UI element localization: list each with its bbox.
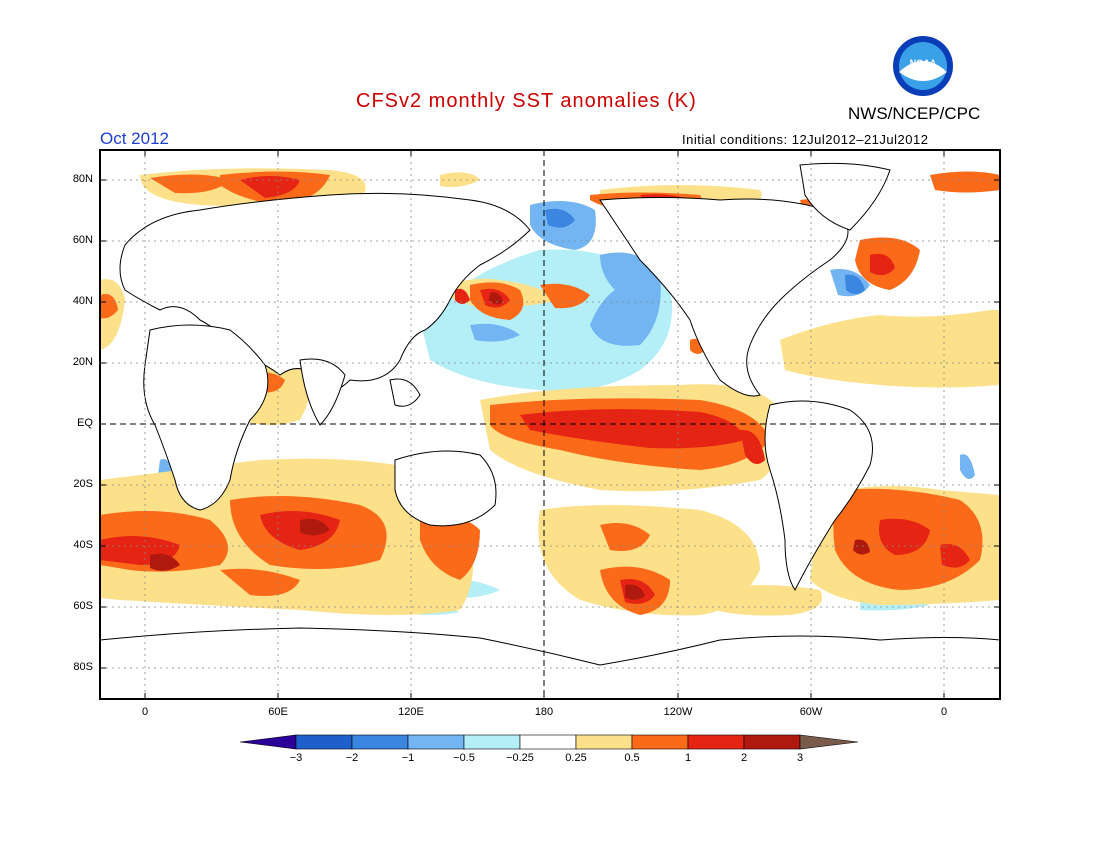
lat-label-60s: 60S	[73, 600, 93, 612]
colorbar-label-6: 0.5	[624, 752, 640, 764]
lat-label-80n: 80N	[72, 173, 93, 185]
continents	[100, 162, 1000, 699]
colorbar-swatch	[687, 734, 745, 750]
colorbar-label-3: −0.5	[453, 752, 475, 764]
colorbar-swatch	[407, 734, 465, 750]
lon-label-0-west: 0	[141, 706, 149, 718]
lon-label-0-east: 0	[940, 706, 948, 718]
colorbar-swatch	[295, 734, 353, 750]
colorbar-swatch	[631, 734, 689, 750]
lat-label-20n: 20N	[72, 356, 93, 368]
svg-text:NOAA: NOAA	[910, 58, 937, 68]
eurasia-landmass	[119, 192, 531, 391]
lat-label-20s: 20S	[73, 478, 93, 490]
graticule	[100, 150, 1000, 699]
antarctica-landmass	[100, 627, 1000, 699]
colorbar-swatch	[463, 734, 521, 750]
tick-marks	[100, 150, 1000, 699]
colorbar-label-5: 0.25	[565, 752, 587, 764]
colorbar-low-arrow	[239, 734, 297, 750]
africa-landmass	[143, 324, 269, 511]
india-landmass	[299, 358, 346, 426]
reference-lines	[100, 150, 1000, 699]
lon-label-120w: 120W	[663, 706, 693, 718]
lon-label-180: 180	[534, 706, 554, 718]
colorbar-label-4: −0.25	[506, 752, 534, 764]
colorbar-swatch	[351, 734, 409, 750]
lon-label-120e: 120E	[398, 706, 424, 718]
lon-label-60w: 60W	[799, 706, 823, 718]
valid-month-label: Oct 2012	[100, 129, 169, 148]
anomaly-dark-red-regions	[150, 292, 870, 600]
lat-label-80s: 80S	[73, 661, 93, 673]
colorbar-label-0: −3	[289, 752, 303, 764]
southeast-asia-landmass	[389, 378, 421, 407]
lat-label-40n: 40N	[72, 295, 93, 307]
south-america-landmass	[764, 400, 873, 591]
chart-title: CFSv2 monthly SST anomalies (K)	[356, 90, 697, 112]
colorbar-label-9: 3	[796, 752, 804, 764]
colorbar-label-2: −1	[401, 752, 415, 764]
initial-conditions-label: Initial conditions: 12Jul2012–21Jul2012	[682, 132, 929, 147]
greenland-landmass	[799, 162, 891, 231]
lon-label-60e: 60E	[268, 706, 288, 718]
colorbar-label-7: 1	[684, 752, 692, 764]
colorbar-high-arrow	[799, 734, 859, 750]
lat-label-40s: 40S	[73, 539, 93, 551]
lat-label-60n: 60N	[72, 234, 93, 246]
colorbar-label-8: 2	[740, 752, 748, 764]
lat-label-eq: EQ	[77, 417, 93, 429]
colorbar-swatch	[575, 734, 633, 750]
colorbar-label-1: −2	[345, 752, 359, 764]
colorbar-swatch	[519, 734, 577, 750]
north-america-landmass	[599, 197, 849, 397]
organization-label: NWS/NCEP/CPC	[848, 104, 981, 123]
australia-landmass	[394, 450, 497, 527]
colorbar-swatch	[743, 734, 801, 750]
